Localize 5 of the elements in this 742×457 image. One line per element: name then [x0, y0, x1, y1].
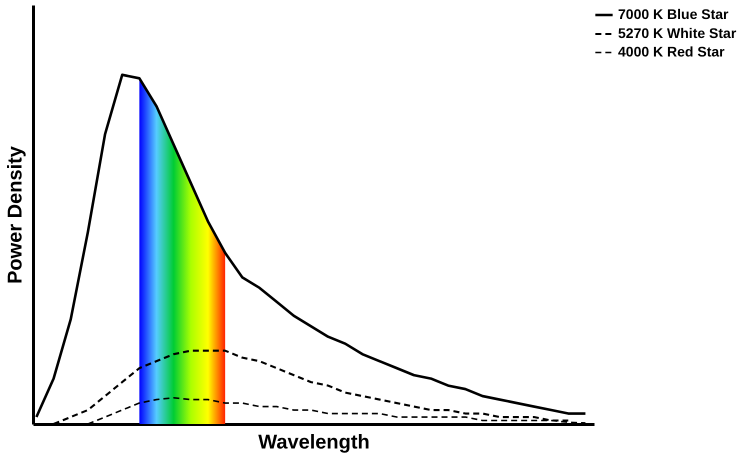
legend-label: 7000 K Blue Star [618, 6, 730, 22]
legend-label: 4000 K Red Star [618, 44, 726, 60]
y-axis-title: Power Density [4, 145, 26, 284]
legend-label: 5270 K White Star [618, 25, 737, 41]
x-axis-title: Wavelength [258, 432, 370, 454]
